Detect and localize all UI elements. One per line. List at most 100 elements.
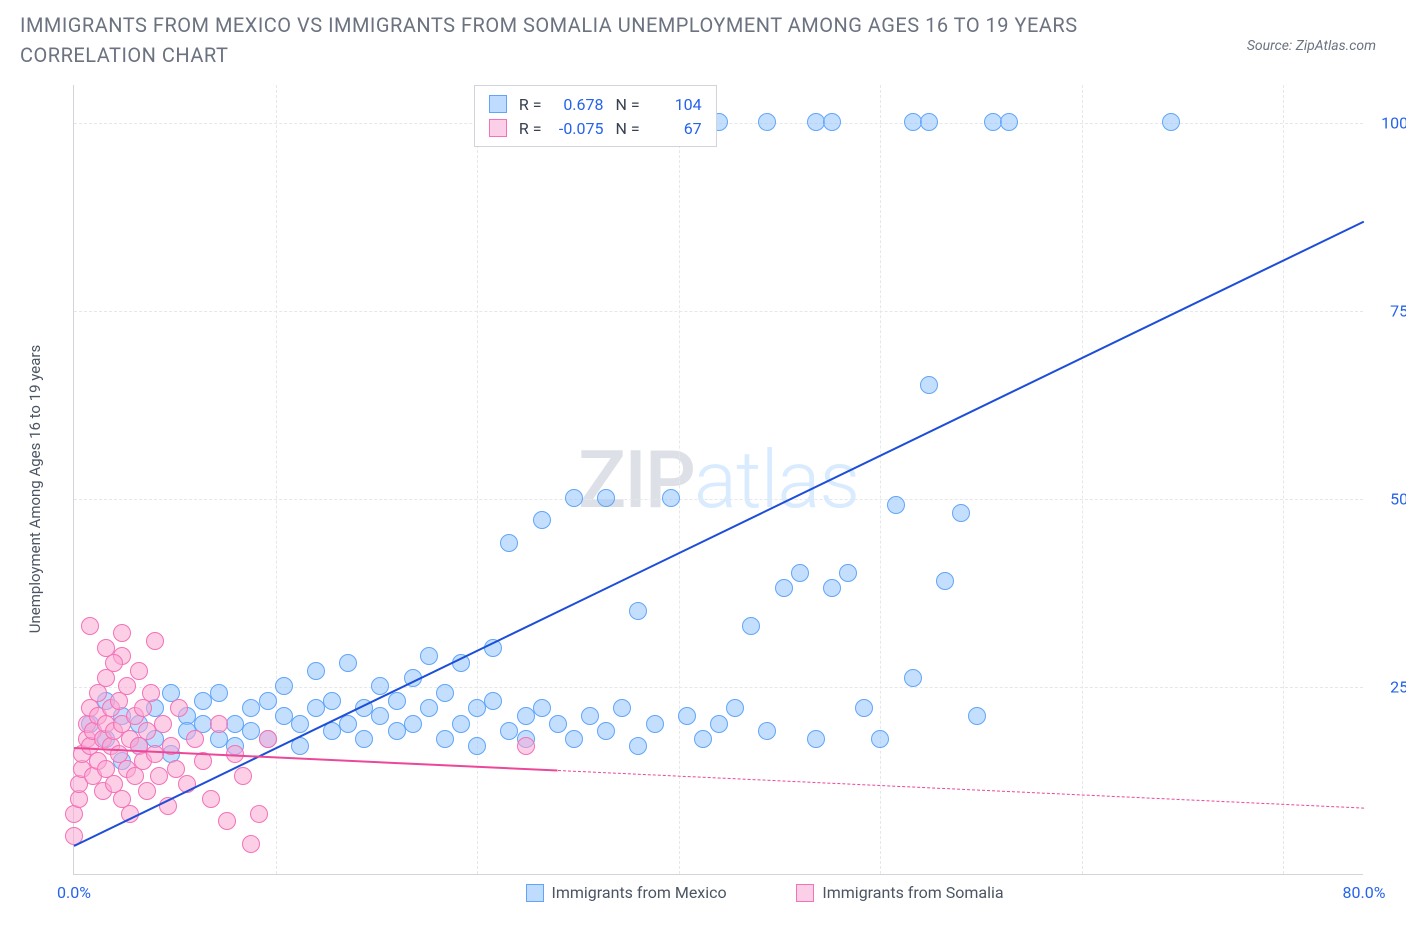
- data-point: [154, 715, 172, 733]
- data-point: [142, 684, 160, 702]
- data-point: [646, 715, 664, 733]
- data-point: [839, 564, 857, 582]
- y-tick-label: 100.0%: [1373, 113, 1406, 132]
- scatter-chart: Unemployment Among Ages 16 to 19 years Z…: [55, 85, 1385, 875]
- gridline-vertical: [679, 85, 680, 874]
- data-point: [130, 662, 148, 680]
- correlation-legend: R = 0.678 N = 104 R = -0.075 N = 67: [474, 85, 717, 147]
- data-point: [694, 730, 712, 748]
- data-point: [533, 511, 551, 529]
- data-point: [952, 504, 970, 522]
- data-point: [581, 707, 599, 725]
- data-point: [710, 715, 728, 733]
- legend-swatch: [526, 884, 544, 902]
- data-point: [742, 617, 760, 635]
- legend-n-value: 104: [652, 95, 702, 114]
- data-point: [565, 489, 583, 507]
- gridline-horizontal: [74, 687, 1363, 688]
- data-point: [170, 699, 188, 717]
- data-point: [597, 722, 615, 740]
- data-point: [436, 730, 454, 748]
- plot-area: ZIPatlas 25.0%50.0%75.0%100.0%0.0%80.0%R…: [73, 85, 1363, 875]
- gridline-vertical: [477, 85, 478, 874]
- legend-r-value: -0.075: [554, 119, 604, 138]
- y-tick-label: 75.0%: [1373, 301, 1406, 320]
- data-point: [726, 699, 744, 717]
- legend-row: R = -0.075 N = 67: [489, 116, 702, 140]
- data-point: [968, 707, 986, 725]
- x-tick-label: 80.0%: [1343, 883, 1386, 902]
- data-point: [613, 699, 631, 717]
- gridline-vertical: [880, 85, 881, 874]
- data-point: [291, 715, 309, 733]
- data-point: [138, 782, 156, 800]
- series-legend-label: Immigrants from Somalia: [822, 883, 1003, 902]
- data-point: [388, 692, 406, 710]
- data-point: [218, 812, 236, 830]
- data-point: [565, 730, 583, 748]
- data-point: [775, 579, 793, 597]
- legend-r-label: R =: [519, 119, 542, 138]
- data-point: [855, 699, 873, 717]
- data-point: [371, 707, 389, 725]
- y-tick-label: 50.0%: [1373, 489, 1406, 508]
- data-point: [758, 722, 776, 740]
- data-point: [629, 602, 647, 620]
- legend-r-label: R =: [519, 95, 542, 114]
- data-point: [339, 654, 357, 672]
- data-point: [1162, 113, 1180, 131]
- gridline-horizontal: [74, 499, 1363, 500]
- data-point: [517, 737, 535, 755]
- gridline-vertical: [1283, 85, 1284, 874]
- data-point: [500, 534, 518, 552]
- data-point: [920, 376, 938, 394]
- watermark: ZIPatlas: [578, 433, 859, 527]
- data-point: [1000, 113, 1018, 131]
- series-legend-item: Immigrants from Somalia: [796, 883, 1003, 902]
- series-legend-label: Immigrants from Mexico: [552, 883, 727, 902]
- data-point: [420, 647, 438, 665]
- data-point: [259, 730, 277, 748]
- data-point: [242, 835, 260, 853]
- chart-title: IMMIGRANTS FROM MEXICO VS IMMIGRANTS FRO…: [20, 10, 1170, 70]
- data-point: [259, 692, 277, 710]
- data-point: [210, 684, 228, 702]
- trend-line: [74, 221, 1365, 847]
- data-point: [404, 715, 422, 733]
- data-point: [81, 617, 99, 635]
- gridline-vertical: [1082, 85, 1083, 874]
- data-point: [275, 677, 293, 695]
- data-point: [662, 489, 680, 507]
- data-point: [791, 564, 809, 582]
- data-point: [420, 699, 438, 717]
- data-point: [210, 715, 228, 733]
- legend-n-label: N =: [616, 119, 640, 138]
- data-point: [871, 730, 889, 748]
- data-point: [533, 699, 551, 717]
- legend-n-label: N =: [616, 95, 640, 114]
- data-point: [920, 113, 938, 131]
- data-point: [823, 113, 841, 131]
- legend-swatch: [796, 884, 814, 902]
- data-point: [250, 805, 268, 823]
- data-point: [355, 730, 373, 748]
- data-point: [597, 489, 615, 507]
- data-point: [887, 496, 905, 514]
- legend-r-value: 0.678: [554, 95, 604, 114]
- data-point: [234, 767, 252, 785]
- data-point: [118, 677, 136, 695]
- data-point: [323, 692, 341, 710]
- data-point: [678, 707, 696, 725]
- data-point: [758, 113, 776, 131]
- y-axis-label: Unemployment Among Ages 16 to 19 years: [26, 345, 44, 633]
- legend-swatch: [489, 119, 507, 137]
- data-point: [629, 737, 647, 755]
- legend-swatch: [489, 95, 507, 113]
- y-tick-label: 25.0%: [1373, 677, 1406, 696]
- data-point: [436, 684, 454, 702]
- data-point: [105, 654, 123, 672]
- gridline-horizontal: [74, 311, 1363, 312]
- watermark-atlas: atlas: [694, 433, 859, 527]
- series-legend-item: Immigrants from Mexico: [526, 883, 727, 902]
- legend-n-value: 67: [652, 119, 702, 138]
